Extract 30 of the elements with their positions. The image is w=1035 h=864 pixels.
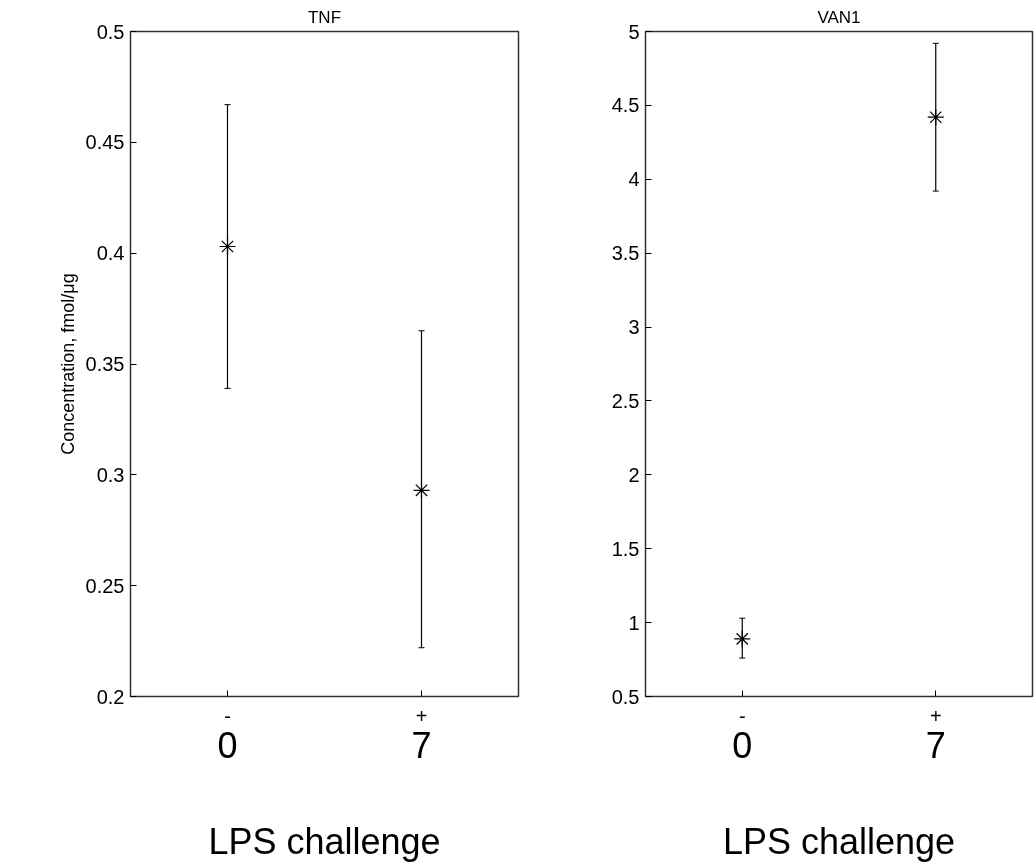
x-axis-title: LPS challenge xyxy=(722,820,956,862)
y-tick-label: 2 xyxy=(628,463,640,486)
y-tick-label: 0.2 xyxy=(96,685,125,708)
y-tick-label: 3.5 xyxy=(611,242,640,265)
y-tick-label: 0.5 xyxy=(96,20,125,43)
y-tick-label: 2.5 xyxy=(611,389,640,412)
text: 7 xyxy=(411,724,432,766)
chart-title: VAN1 xyxy=(817,7,861,27)
y-tick-label: 0.5 xyxy=(611,685,640,708)
y-tick-label: 0.3 xyxy=(96,463,125,486)
y-tick-label: 1.5 xyxy=(611,537,640,560)
text: 0 xyxy=(217,724,238,766)
text: 7 xyxy=(925,724,946,766)
y-tick-label: 3 xyxy=(628,316,640,339)
x-tick-label: + xyxy=(929,704,942,727)
y-tick-label: 0.25 xyxy=(85,574,125,597)
y-tick-label: 5 xyxy=(628,20,640,43)
y-tick-label: 0.35 xyxy=(85,353,125,375)
text: 0 xyxy=(732,724,753,766)
x-axis-title: LPS challenge xyxy=(208,820,441,862)
x-tick-label: - xyxy=(224,704,231,727)
x-tick-label: + xyxy=(415,704,428,727)
x-tick-label: - xyxy=(738,704,746,727)
y-tick-label: 0.45 xyxy=(85,131,125,154)
chart-title: TNF xyxy=(307,7,342,27)
y-tick-label: 4 xyxy=(628,168,640,191)
y-axis-title: Concentration, fmol/μg xyxy=(57,273,78,455)
y-tick-label: 0.4 xyxy=(96,242,125,265)
y-tick-label: 1 xyxy=(628,611,640,634)
y-tick-label: 4.5 xyxy=(611,94,640,117)
